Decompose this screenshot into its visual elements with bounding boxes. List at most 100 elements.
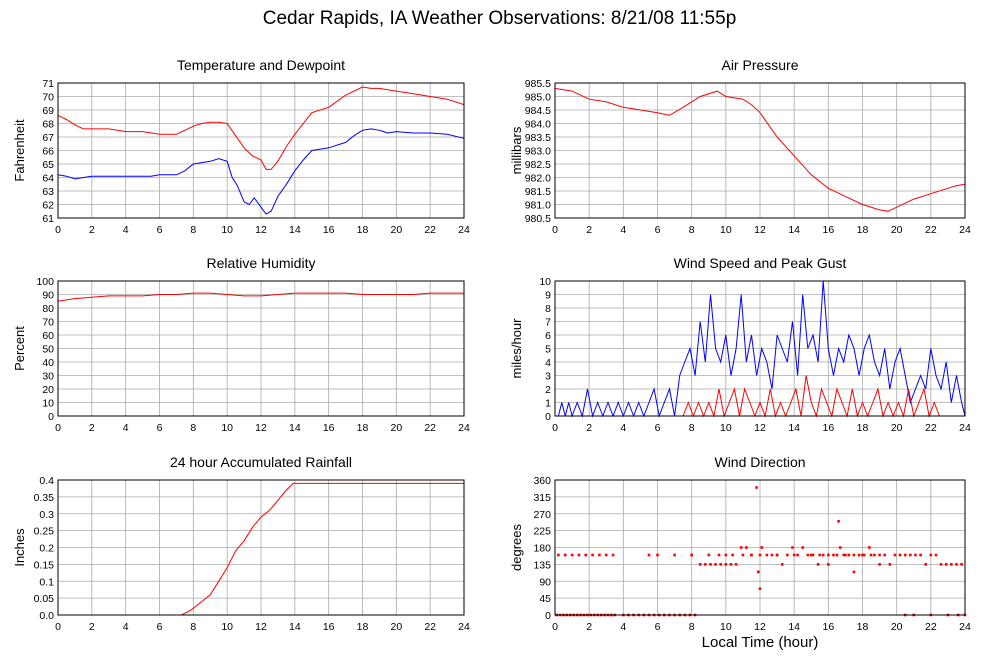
y-tick-label: 61 <box>42 213 54 225</box>
x-tick-label: 20 <box>891 224 903 236</box>
x-tick-label: 20 <box>891 422 903 434</box>
y-tick-label: 0.35 <box>34 492 55 504</box>
chart-title: Wind Direction <box>714 454 805 470</box>
data-point <box>598 553 601 557</box>
x-tick-label: 6 <box>655 224 661 236</box>
x-tick-label: 24 <box>959 422 971 434</box>
data-point <box>704 563 707 566</box>
y-tick-label: 0.25 <box>34 526 55 538</box>
y-tick-label: 180 <box>533 543 551 555</box>
y-tick-label: 9 <box>545 290 551 302</box>
y-tick-label: 982.5 <box>525 159 551 171</box>
y-tick-label: 64 <box>42 173 54 185</box>
data-point <box>780 563 784 566</box>
data-point <box>673 553 676 557</box>
y-tick-label: 980.5 <box>525 213 551 225</box>
x-tick-label: 0 <box>55 224 61 236</box>
y-tick-label: 0.0 <box>39 610 54 622</box>
data-point <box>806 553 810 557</box>
series-line-1 <box>557 280 966 418</box>
y-tick-label: 63 <box>42 186 54 198</box>
x-tick-label: 22 <box>925 422 937 434</box>
data-point <box>570 553 574 557</box>
data-point <box>914 553 917 557</box>
x-tick-label: 10 <box>720 422 732 434</box>
chart-title: Relative Humidity <box>207 255 316 271</box>
x-tick-label: 12 <box>754 422 766 434</box>
x-tick-label: 2 <box>586 224 592 236</box>
x-tick-label: 8 <box>689 621 695 633</box>
y-tick-label: 1 <box>545 398 551 410</box>
data-point <box>818 553 822 557</box>
x-tick-label: 0 <box>55 621 61 633</box>
chart-title: Temperature and Dewpoint <box>177 57 345 73</box>
y-tick-label: 60 <box>42 330 54 342</box>
y-tick-label: 360 <box>533 475 551 487</box>
x-tick-label: 20 <box>390 422 402 434</box>
x-tick-label: 16 <box>323 422 335 434</box>
y-tick-label: 135 <box>533 559 551 571</box>
data-point <box>786 553 789 557</box>
y-tick-label: 315 <box>533 492 551 504</box>
x-tick-label: 22 <box>424 224 436 236</box>
x-tick-label: 6 <box>655 422 661 434</box>
y-tick-label: 20 <box>42 384 54 396</box>
x-tick-label: 22 <box>424 621 436 633</box>
data-point <box>584 553 588 557</box>
y-tick-label: 65 <box>42 159 54 171</box>
data-point <box>934 553 938 557</box>
x-tick-label: 14 <box>289 621 301 633</box>
y-tick-label: 3 <box>545 371 551 383</box>
x-tick-label: 6 <box>157 422 163 434</box>
data-point <box>929 553 933 557</box>
y-tick-label: 10 <box>539 276 551 288</box>
data-point <box>816 563 820 566</box>
plot-frame <box>554 280 966 417</box>
x-tick-label: 18 <box>857 224 869 236</box>
data-point <box>717 553 721 557</box>
x-tick-label: 18 <box>357 224 369 236</box>
x-tick-label: 4 <box>620 621 626 633</box>
x-tick-label: 12 <box>754 224 766 236</box>
y-tick-label: 985.5 <box>525 78 551 90</box>
data-point <box>750 553 753 557</box>
x-tick-label: 10 <box>221 422 233 434</box>
data-point <box>690 553 693 557</box>
x-tick-label: 4 <box>123 422 129 434</box>
x-tick-label: 2 <box>586 422 592 434</box>
series-line-2 <box>682 375 940 418</box>
y-tick-label: 0.15 <box>34 559 55 571</box>
x-tick-label: 8 <box>689 422 695 434</box>
data-point <box>944 563 948 566</box>
data-point <box>707 553 711 557</box>
y-tick-label: 981.0 <box>525 200 551 212</box>
chart-title: Wind Speed and Peak Gust <box>674 255 847 271</box>
y-tick-label: 0 <box>48 411 54 423</box>
plot-frame <box>57 82 465 219</box>
x-tick-label: 8 <box>190 422 196 434</box>
y-tick-label: 8 <box>545 303 551 315</box>
data-point <box>557 553 560 557</box>
data-point <box>729 563 733 566</box>
x-tick-label: 14 <box>788 422 800 434</box>
data-point <box>741 553 745 557</box>
data-point <box>760 546 764 549</box>
data-point <box>755 486 758 489</box>
y-tick-label: 0.1 <box>39 576 54 588</box>
x-tick-label: 24 <box>458 621 470 633</box>
data-point <box>821 553 825 557</box>
data-point <box>745 546 748 549</box>
data-point <box>739 546 743 549</box>
x-tick-label: 2 <box>89 224 95 236</box>
y-tick-label: 984.0 <box>525 119 551 131</box>
x-tick-label: 18 <box>357 621 369 633</box>
x-tick-label: 22 <box>424 422 436 434</box>
x-tick-label: 18 <box>857 422 869 434</box>
plot-frame <box>57 479 465 616</box>
x-tick-label: 12 <box>255 621 267 633</box>
y-tick-label: 62 <box>42 200 54 212</box>
data-point <box>734 563 738 566</box>
data-point <box>827 563 830 566</box>
data-point <box>852 570 856 574</box>
